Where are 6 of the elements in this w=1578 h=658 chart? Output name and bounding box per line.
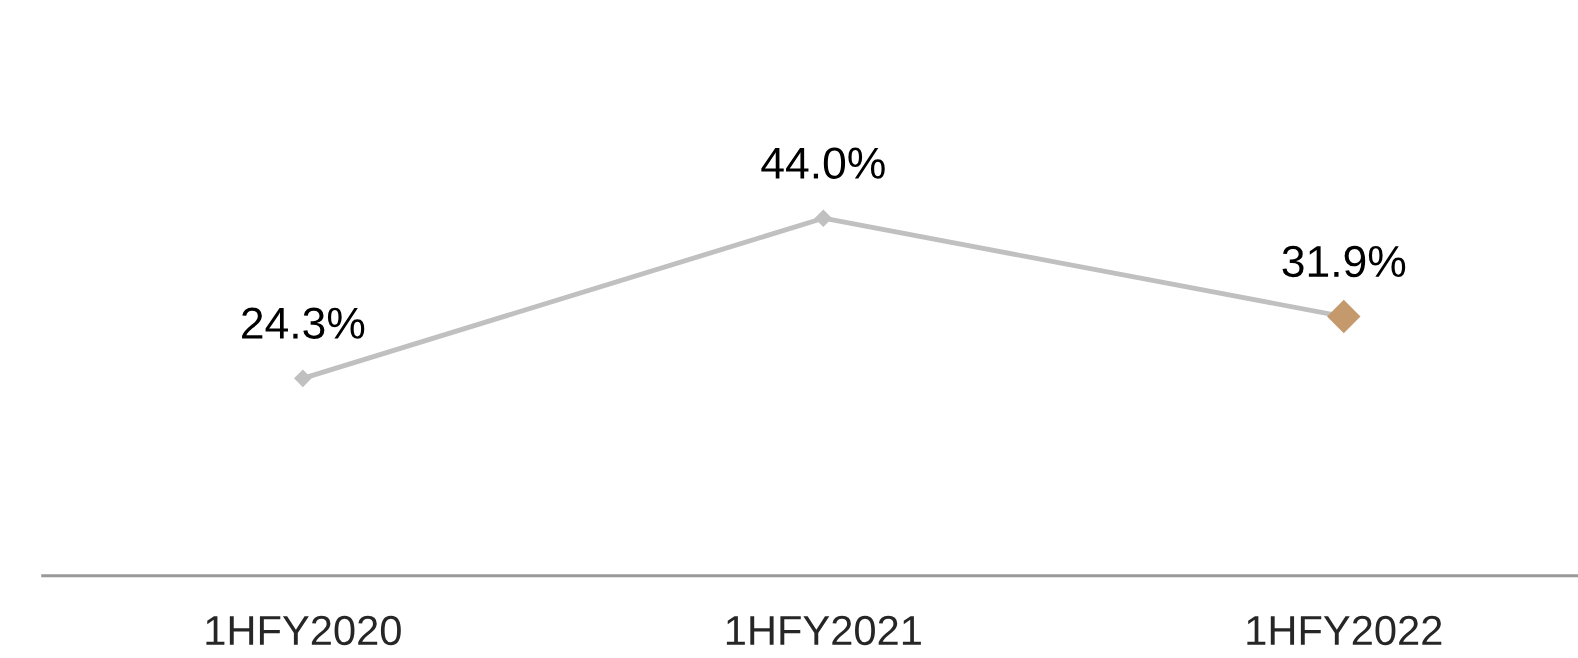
data-label: 24.3%: [242, 307, 365, 339]
x-tick-label: 1HFY2021: [726, 615, 921, 646]
data-label: 44.0%: [761, 147, 885, 179]
x-tick-label: 1HFY2022: [1247, 615, 1442, 646]
x-tick-label: 1HFY2020: [206, 615, 401, 646]
data-label: 31.9%: [1282, 245, 1406, 278]
